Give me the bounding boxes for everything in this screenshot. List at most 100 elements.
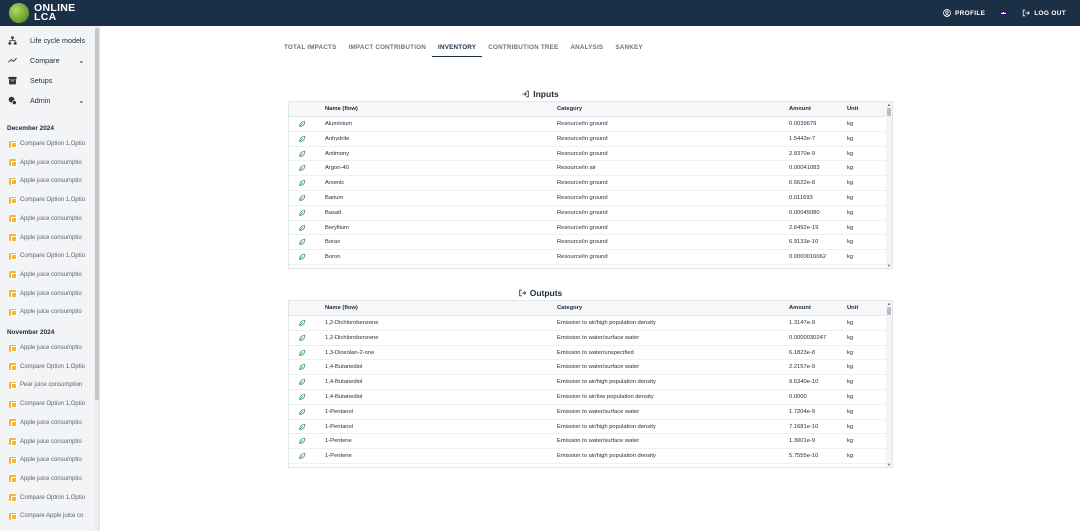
table-row[interactable]: 1-Pentene Emission to water/surface water… (289, 434, 892, 450)
column-header-amount[interactable]: Amount (789, 305, 811, 311)
table-row[interactable]: Argon-40 Resource/in air 0.00041083 kg (289, 161, 892, 177)
history-item[interactable]: Compare Option 1,Optio (9, 492, 93, 504)
cell-category: Resource/in ground (557, 239, 608, 246)
history-item[interactable]: Apple juice consumptio (9, 417, 93, 429)
setup-document-icon (9, 271, 17, 279)
brand-logo[interactable]: ONLINE LCA (9, 2, 75, 24)
language-button[interactable] (999, 10, 1009, 16)
nav-label: Admin (30, 95, 51, 105)
table-row[interactable]: 1,4-Butanediol Emission to air/high popul… (289, 375, 892, 390)
table-scroll-thumb[interactable] (887, 108, 891, 116)
history-item[interactable]: Apple juice consumptio (9, 454, 93, 466)
nav-life-cycle-models[interactable]: Life cycle models (0, 30, 93, 50)
cell-name: Boron (325, 254, 341, 261)
history-item[interactable]: Apple juice consumptio (9, 288, 93, 300)
table-row[interactable]: 1-Pentanol Emission to air/high populatio… (289, 420, 892, 435)
column-header-category[interactable]: Category (557, 106, 583, 112)
tab-contribution-tree[interactable]: CONTRIBUTION TREE (488, 44, 559, 51)
cell-unit: kg (847, 150, 854, 157)
tree-icon (8, 35, 17, 45)
history-item[interactable]: Pear juice consumption (9, 379, 93, 391)
scroll-up-arrow-icon[interactable]: ▲ (887, 102, 891, 107)
tab-impact-contribution[interactable]: IMPACT CONTRIBUTION (348, 44, 427, 51)
table-row[interactable]: 1-Pentanol Emission to water/surface wate… (289, 405, 892, 420)
nav-setups[interactable]: Setups (0, 70, 93, 90)
cell-unit: kg (847, 239, 854, 246)
history-item[interactable]: Apple juice consumptio (9, 157, 93, 169)
history-item[interactable]: Compare Option 1,Optio (9, 138, 93, 150)
setup-document-icon (9, 196, 17, 205)
table-scrollbar[interactable]: ▲ ▼ (886, 102, 892, 268)
cell-name: Aluminium (325, 121, 353, 127)
nav-compare[interactable]: Compare ⌄ (0, 50, 93, 70)
cell-name: 1,4-Butanediol (325, 364, 363, 371)
table-row[interactable]: Aluminium Resource/in ground 0.0039679 kg (289, 117, 892, 132)
column-header-amount[interactable]: Amount (789, 106, 811, 112)
cell-amount: 0.0000016062 (789, 254, 827, 261)
cell-category: Emission to air/low population density (557, 393, 654, 400)
history-item-label: Apple juice consumptio (20, 290, 82, 297)
cell-name: 1-Pentanol (325, 423, 354, 430)
nav-admin[interactable]: Admin ⌄ (0, 90, 93, 110)
table-row[interactable]: 1,2-Dichlorobenzene Emission to water/sur… (289, 331, 892, 346)
table-header: Name (flow) Category Amount Unit (289, 301, 892, 316)
history-item[interactable]: Apple juice consumptio (9, 473, 93, 485)
column-header-name[interactable]: Name (flow) (325, 305, 358, 311)
table-row[interactable]: Borax Resource/in ground 6.9133e-10 kg (289, 235, 892, 251)
tab-sankey[interactable]: SANKEY (615, 44, 643, 51)
table-row[interactable]: Boron Resource/in ground 0.0000016062 kg (289, 250, 892, 265)
setup-document-icon (9, 215, 17, 223)
tab-total-impacts[interactable]: TOTAL IMPACTS (284, 44, 337, 51)
table-row[interactable]: Basalt Resource/in ground 0.00045080 kg (289, 206, 892, 221)
history-item-label: Apple juice consumptio (20, 234, 82, 241)
cell-name: 1,3-Dioxolan-2-one (325, 349, 375, 356)
cell-name: Antimony (325, 150, 350, 157)
chevron-down-icon[interactable]: ⌄ (78, 55, 85, 65)
table-row[interactable]: 1-Pentene Emission to air/high population… (289, 449, 892, 464)
tab-inventory[interactable]: INVENTORY (432, 38, 483, 57)
history-item[interactable]: Apple juice consumptio (9, 342, 93, 354)
cell-amount: 2.8370e-9 (789, 150, 816, 157)
table-scroll-thumb[interactable] (887, 307, 891, 315)
column-header-unit[interactable]: Unit (847, 305, 859, 311)
history-item[interactable]: Apple juice consumptio (9, 436, 93, 448)
column-header-category[interactable]: Category (557, 305, 583, 311)
table-row[interactable]: 1,3-Dioxolan-2-one Emission to water/unsp… (289, 346, 892, 361)
column-header-unit[interactable]: Unit (847, 106, 859, 112)
setup-document-icon (9, 494, 17, 502)
history-item-label: Compare Apple juice co (20, 513, 84, 520)
sidebar-scroll-thumb[interactable] (95, 28, 99, 400)
history-item[interactable]: Apple juice consumptio (9, 269, 93, 281)
tab-analysis[interactable]: ANALYSIS (570, 44, 604, 51)
history-item[interactable]: Compare Option 1,Optio (9, 194, 93, 206)
history-item[interactable]: Compare Option 1,Optio (9, 361, 93, 373)
table-row[interactable]: Barium Resource/in ground 0.011693 kg (289, 191, 892, 206)
column-header-name[interactable]: Name (flow) (325, 106, 358, 112)
table-row[interactable]: Antimony Resource/in ground 2.8370e-9 kg (289, 147, 892, 162)
scroll-up-arrow-icon[interactable]: ▲ (887, 301, 891, 306)
history-item[interactable]: Apple juice consumptio (9, 306, 93, 318)
history-item[interactable]: Compare Option 1,Optio (9, 398, 93, 410)
table-row[interactable]: Beryllium Resource/in ground 2.6492e-19 kg (289, 221, 892, 236)
history-item-label: Compare Option 1,Optio (20, 401, 86, 408)
history-item[interactable]: Compare Option 1,Optio (9, 250, 93, 262)
profile-button[interactable]: PROFILE (943, 9, 985, 17)
chevron-down-icon[interactable]: ⌄ (78, 95, 85, 105)
scroll-down-arrow-icon[interactable]: ▼ (887, 263, 891, 268)
scroll-down-arrow-icon[interactable]: ▼ (887, 462, 891, 467)
table-row[interactable]: Arsenic Resource/in ground 6.6622e-8 kg (289, 176, 892, 191)
history-item[interactable]: Apple juice consumptio (9, 175, 93, 187)
table-row[interactable]: 1,4-Butanediol Emission to air/low popula… (289, 390, 892, 405)
table-scrollbar[interactable]: ▲ ▼ (886, 301, 892, 467)
history-item[interactable]: Apple juice consumptio (9, 232, 93, 244)
history-item[interactable]: Compare Apple juice co (9, 510, 93, 522)
flow-leaf-icon (298, 238, 306, 246)
cell-category: Emission to air/high population density (557, 379, 656, 386)
table-row[interactable]: Anhydrite Resource/in ground 1.5443e-7 kg (289, 132, 892, 147)
logout-button[interactable]: LOG OUT (1022, 9, 1066, 17)
table-row[interactable]: 1,2-Dichlorobenzene Emission to air/high … (289, 316, 892, 331)
setup-document-icon (9, 290, 17, 298)
history-item[interactable]: Apple juice consumptio (9, 213, 93, 225)
table-row[interactable]: 1,4-Butanediol Emission to water/surface … (289, 360, 892, 376)
profile-label: PROFILE (955, 9, 986, 17)
